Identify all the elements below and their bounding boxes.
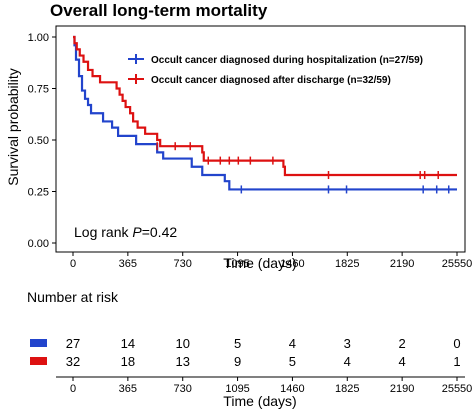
risk-count: 4 (399, 354, 406, 369)
logrank-value: =0.42 (142, 224, 178, 240)
survival-curve-2 (73, 35, 457, 177)
x-tick-label: 1825 (335, 258, 359, 270)
risk-count: 13 (175, 354, 189, 369)
risk-table: 27 14 10 5 4 3 2 032 18 13 9 5 4 4 10 365 730 1095 1460 182… (30, 336, 472, 395)
risk-row-swatch (30, 339, 47, 347)
risk-x-tick-label: 1095 (225, 383, 249, 395)
risk-count: 0 (453, 336, 460, 351)
risk-count: 32 (66, 354, 80, 369)
risk-count: 4 (289, 336, 296, 351)
x-tick-label: 730 (174, 258, 192, 270)
risk-x-tick-label: 365 (119, 383, 137, 395)
chart-title: Overall long-term mortality (50, 1, 268, 20)
plot-area: 0.00 0.25 0.50 0.75 1.00 0 365 730 1095 1460 1825 2… (28, 25, 473, 270)
x-tick-label: 25550 (442, 258, 473, 270)
risk-count: 3 (344, 336, 351, 351)
x-axis-label: Time (days) (223, 255, 296, 271)
risk-count: 5 (289, 354, 296, 369)
y-tick-label: 1.00 (28, 32, 49, 44)
survival-curve-1 (73, 35, 457, 191)
plot-frame (55, 25, 466, 253)
risk-count: 10 (175, 336, 189, 351)
x-tick-label: 1095 (225, 258, 249, 270)
y-tick-label: 0.25 (28, 187, 49, 199)
legend-label: Occult cancer diagnosed after discharge … (151, 75, 391, 86)
risk-count: 27 (66, 336, 80, 351)
risk-count: 9 (234, 354, 241, 369)
risk-count: 2 (399, 336, 406, 351)
risk-count: 18 (121, 354, 135, 369)
logrank-p: P (132, 224, 142, 240)
y-tick-label: 0.50 (28, 135, 49, 147)
risk-x-tick-label: 1460 (280, 383, 304, 395)
risk-table-title: Number at risk (27, 289, 119, 305)
risk-count: 14 (121, 336, 135, 351)
risk-x-tick-label: 25550 (442, 383, 473, 395)
risk-x-tick-label: 2190 (390, 383, 414, 395)
risk-x-tick-label: 1825 (335, 383, 359, 395)
risk-x-tick-label: 0 (70, 383, 76, 395)
risk-row-swatch (30, 357, 47, 365)
x-tick-label: 365 (119, 258, 137, 270)
risk-x-tick-label: 730 (174, 383, 192, 395)
x-tick-label: 2190 (390, 258, 414, 270)
logrank-prefix: Log rank (74, 224, 132, 240)
logrank-annotation: Log rank P=0.42 (74, 224, 177, 240)
x-tick-label: 0 (70, 258, 76, 270)
risk-count: 4 (344, 354, 351, 369)
y-axis-label: Survival probability (5, 68, 21, 186)
risk-count: 1 (453, 354, 460, 369)
y-tick-label: 0.75 (28, 84, 49, 96)
risk-count: 5 (234, 336, 241, 351)
y-tick-label: 0.00 (28, 238, 49, 250)
legend-label: Occult cancer diagnosed during hospitali… (151, 55, 423, 66)
x-tick-label: 1460 (280, 258, 304, 270)
risk-x-axis-label: Time (days) (223, 393, 296, 409)
